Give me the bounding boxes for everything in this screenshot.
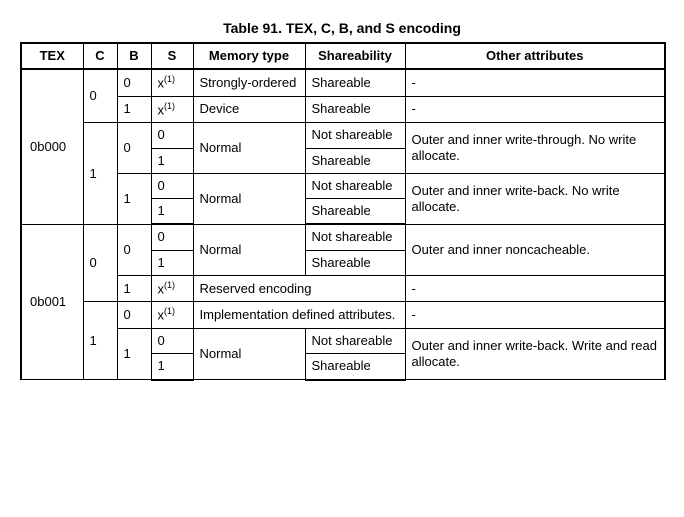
cell-other: -	[405, 69, 665, 96]
col-tex: TEX	[21, 43, 83, 69]
cell-b: 0	[117, 302, 151, 329]
cell-share: Shareable	[305, 354, 405, 380]
cell-c: 1	[83, 302, 117, 380]
cell-s: 0	[151, 224, 193, 250]
cell-other: Outer and inner write-back. No write all…	[405, 173, 665, 224]
cell-other: -	[405, 302, 665, 329]
col-b: B	[117, 43, 151, 69]
cell-tex: 0b001	[21, 224, 83, 379]
cell-share: Shareable	[305, 96, 405, 123]
cell-c: 0	[83, 224, 117, 302]
table-row: 1 x(1) Device Shareable -	[21, 96, 665, 123]
cell-s: x(1)	[151, 275, 193, 302]
col-mem: Memory type	[193, 43, 305, 69]
cell-c: 1	[83, 123, 117, 225]
cell-s: x(1)	[151, 302, 193, 329]
cell-mem: Normal	[193, 173, 305, 224]
cell-other: Outer and inner write-through. No write …	[405, 123, 665, 174]
cell-share: Not shareable	[305, 123, 405, 148]
table-header-row: TEX C B S Memory type Shareability Other…	[21, 43, 665, 69]
cell-mem: Normal	[193, 123, 305, 174]
cell-s: x(1)	[151, 96, 193, 123]
col-other: Other attributes	[405, 43, 665, 69]
cell-s: 1	[151, 354, 193, 380]
cell-mem: Strongly-ordered	[193, 69, 305, 96]
cell-c: 0	[83, 69, 117, 123]
cell-mem: Device	[193, 96, 305, 123]
cell-mem: Normal	[193, 329, 305, 380]
encoding-table: TEX C B S Memory type Shareability Other…	[20, 42, 666, 381]
cell-b: 0	[117, 69, 151, 96]
cell-b: 1	[117, 173, 151, 224]
cell-b: 1	[117, 329, 151, 380]
cell-share: Shareable	[305, 199, 405, 225]
cell-b: 0	[117, 123, 151, 174]
cell-share: Not shareable	[305, 173, 405, 198]
col-s: S	[151, 43, 193, 69]
cell-share: Not shareable	[305, 224, 405, 250]
col-share: Shareability	[305, 43, 405, 69]
cell-share: Shareable	[305, 250, 405, 275]
cell-s: 0	[151, 329, 193, 354]
table-row: 1 0 Normal Not shareable Outer and inner…	[21, 329, 665, 354]
cell-share: Shareable	[305, 148, 405, 173]
cell-tex: 0b000	[21, 69, 83, 224]
table-row: 1 x(1) Reserved encoding -	[21, 275, 665, 302]
cell-share: Not shareable	[305, 329, 405, 354]
cell-share: Shareable	[305, 69, 405, 96]
cell-other: Outer and inner write-back. Write and re…	[405, 329, 665, 380]
cell-s: 0	[151, 123, 193, 148]
table-row: 1 0 Normal Not shareable Outer and inner…	[21, 173, 665, 198]
table-row: 1 0 x(1) Implementation defined attribut…	[21, 302, 665, 329]
cell-mem: Reserved encoding	[193, 275, 405, 302]
cell-s: 0	[151, 173, 193, 198]
table-row: 0b000 0 0 x(1) Strongly-ordered Shareabl…	[21, 69, 665, 96]
cell-s: 1	[151, 199, 193, 225]
cell-b: 0	[117, 224, 151, 275]
cell-other: Outer and inner noncacheable.	[405, 224, 665, 275]
cell-mem: Normal	[193, 224, 305, 275]
col-c: C	[83, 43, 117, 69]
cell-b: 1	[117, 96, 151, 123]
cell-other: -	[405, 96, 665, 123]
cell-mem: Implementation defined attributes.	[193, 302, 405, 329]
cell-s: 1	[151, 250, 193, 275]
table-row: 0b001 0 0 0 Normal Not shareable Outer a…	[21, 224, 665, 250]
table-row: 1 0 0 Normal Not shareable Outer and inn…	[21, 123, 665, 148]
table-caption: Table 91. TEX, C, B, and S encoding	[20, 20, 664, 36]
cell-b: 1	[117, 275, 151, 302]
cell-s: 1	[151, 148, 193, 173]
cell-other: -	[405, 275, 665, 302]
cell-s: x(1)	[151, 69, 193, 96]
